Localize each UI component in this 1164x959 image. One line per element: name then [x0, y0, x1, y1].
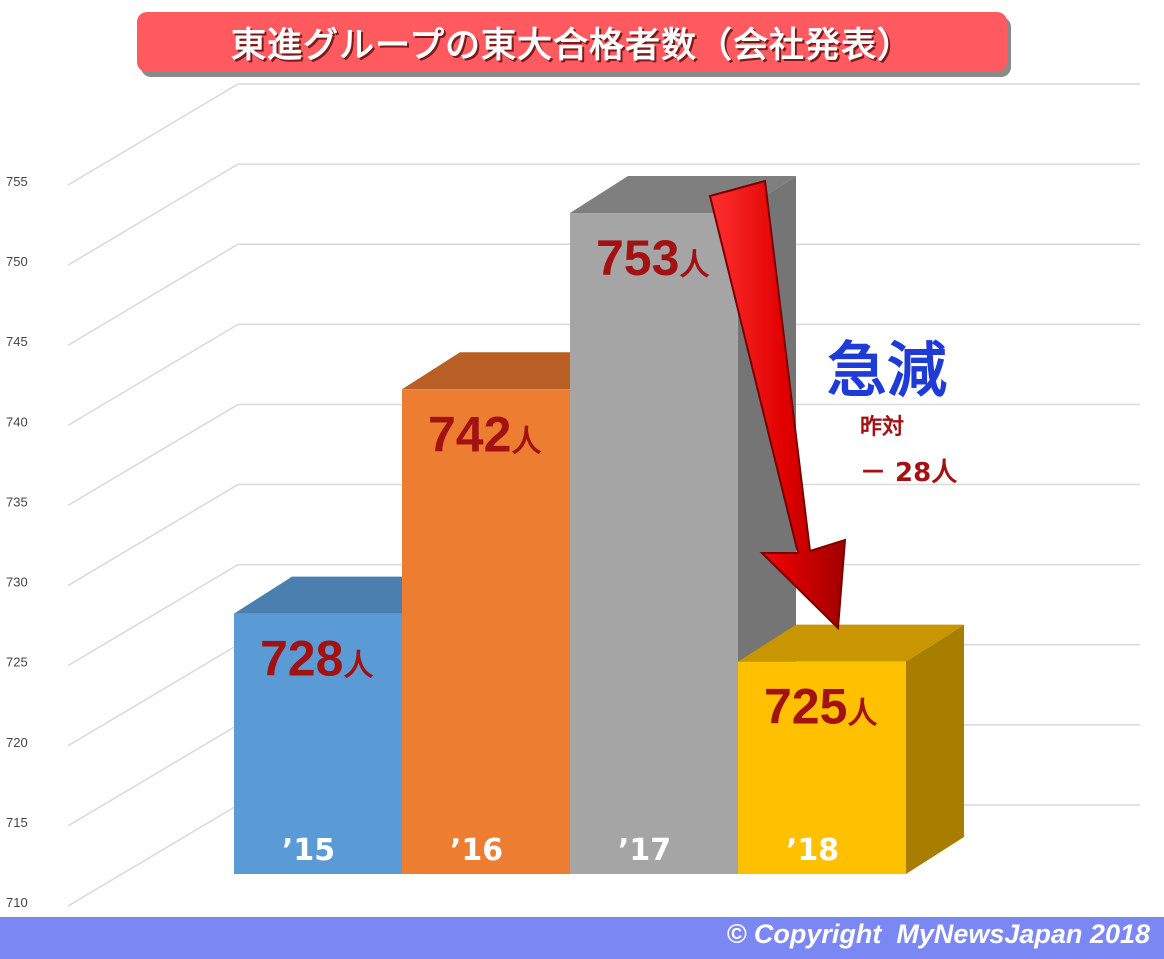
- decline-arrow: [708, 179, 847, 631]
- gridline-diagonal: [67, 163, 239, 266]
- gridline-diagonal: [67, 403, 239, 507]
- category-label: ’15: [282, 833, 335, 868]
- down-arrow-icon: [708, 179, 847, 631]
- footer-bar: © Copyright MyNewsJapan 2018: [0, 917, 1164, 959]
- sharp-decline-label: 急減: [827, 336, 947, 406]
- gridline-diagonal: [67, 323, 239, 426]
- y-tick-label: 745: [6, 334, 28, 349]
- bar-front: [738, 661, 906, 874]
- y-tick-label: 740: [6, 414, 28, 429]
- chart-title-banner: 東進グループの東大合格者数（会社発表）: [137, 12, 1007, 72]
- bar-top: [738, 624, 964, 662]
- y-tick-label: 715: [6, 815, 28, 830]
- yoy-label: 昨対: [860, 414, 904, 440]
- category-label: ’16: [450, 833, 503, 868]
- copyright-text: © Copyright MyNewsJapan 2018: [726, 919, 1150, 949]
- y-tick-label: 720: [6, 735, 28, 750]
- gridline-diagonal: [67, 243, 239, 346]
- category-label: ’18: [786, 833, 839, 868]
- value-label: 742人: [428, 406, 541, 462]
- category-label: ’17: [618, 833, 671, 868]
- y-tick-label: 735: [6, 494, 28, 509]
- bar-labels: 728人 ’15 742人 ’16 753人 ’17 725人 ’18: [260, 230, 877, 868]
- gridline-diagonal: [67, 564, 239, 667]
- value-label: 725人: [764, 679, 877, 735]
- y-axis-ticks: 710 715 720 725 730 735 740 745 750 755: [6, 174, 28, 910]
- y-tick-label: 710: [6, 895, 28, 910]
- y-tick-label: 730: [6, 575, 28, 590]
- y-tick-label: 725: [6, 655, 28, 670]
- gridline-diagonal: [67, 83, 239, 186]
- yoy-change-label: － 28人: [860, 458, 957, 488]
- value-label: 753人: [596, 230, 709, 286]
- gridline-diagonal: [67, 644, 239, 747]
- bars: [234, 176, 964, 875]
- y-tick-label: 750: [6, 254, 28, 269]
- bar-front: [234, 613, 402, 874]
- chart-title: 東進グループの東大合格者数（会社発表）: [231, 25, 913, 66]
- gridline-diagonal: [67, 724, 239, 827]
- bar-front: [402, 389, 570, 874]
- y-tick-label: 755: [6, 174, 28, 189]
- value-label: 728人: [260, 631, 373, 687]
- bar-side: [906, 624, 964, 874]
- gridline-diagonal: [67, 804, 239, 907]
- gridline-diagonal: [67, 483, 239, 587]
- bar-front: [570, 213, 738, 875]
